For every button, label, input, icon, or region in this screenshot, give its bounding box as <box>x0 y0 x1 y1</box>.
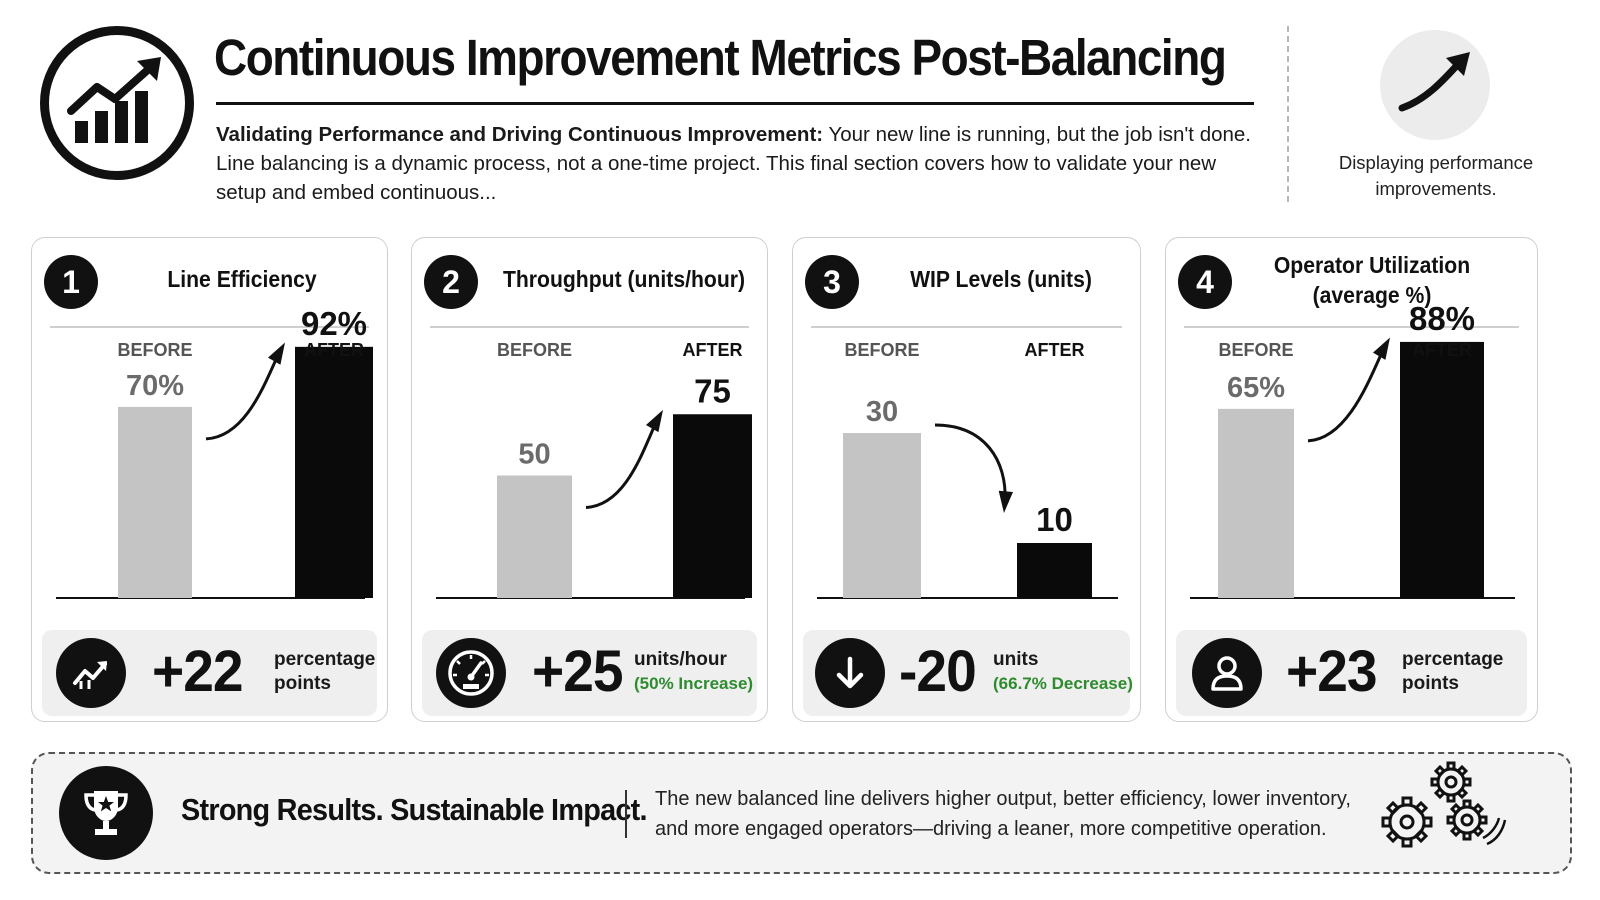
banner-headline: Strong Results. Sustainable Impact. <box>181 792 648 827</box>
bar-before <box>118 406 192 598</box>
metric-card-line-efficiency: 1 Line Efficiency BEFORE 70% AFTER 92% +22 … <box>31 237 388 722</box>
bar-after <box>1400 341 1484 598</box>
card-number-badge: 4 <box>1178 255 1232 309</box>
value-label-before: 30 <box>866 396 898 428</box>
card-divider <box>430 326 749 328</box>
arrow-down-icon <box>815 638 885 708</box>
user-icon <box>1192 638 1262 708</box>
trend-arrowhead <box>998 490 1013 513</box>
category-label-after: AFTER <box>1412 340 1472 360</box>
summary-change-label: (66.7% Decrease) <box>993 674 1133 693</box>
bar-after <box>295 346 373 598</box>
summary-unit-label: units/hour <box>634 649 727 670</box>
category-label-before: BEFORE <box>497 340 572 360</box>
trending-up-icon <box>56 638 126 708</box>
speedometer-icon <box>436 638 506 708</box>
card-title: Line Efficiency <box>167 266 317 292</box>
value-label-before: 50 <box>518 439 550 471</box>
trend-up-arrow <box>1307 347 1386 443</box>
card-divider <box>50 326 369 328</box>
metric-card-operator-utilization: 4 Operator Utilization (average %) BEFOR… <box>1165 237 1538 722</box>
growth-chart-icon <box>40 26 194 180</box>
bar-before <box>1218 408 1294 598</box>
intro-paragraph: Validating Performance and Driving Conti… <box>216 120 1256 207</box>
trend-arrowhead <box>645 409 663 433</box>
summary-value: +23 <box>1286 639 1378 704</box>
page-title: Continuous Improvement Metrics Post-Bala… <box>214 29 1227 86</box>
card-title: Operator Utilization (average %) <box>1273 252 1471 308</box>
card-title: WIP Levels (units) <box>910 266 1092 292</box>
metric-card-throughput: 2 Throughput (units/hour) BEFORE 50 AFTER 7… <box>411 237 768 722</box>
bar-after <box>673 414 752 598</box>
summary-unit-label: units <box>993 649 1039 670</box>
summary-panel: -20 units (66.7% Decrease) <box>803 630 1133 716</box>
bar-before <box>843 433 921 598</box>
summary-unit: units (66.7% Decrease) <box>993 648 1133 696</box>
category-label-after: AFTER <box>683 340 743 360</box>
bar-chart: BEFORE 65% AFTER 88% <box>1190 300 1515 599</box>
banner-text: The new balanced line delivers higher ou… <box>655 788 1351 840</box>
card-number-badge: 1 <box>44 255 98 309</box>
metric-card-wip-levels: 3 WIP Levels (units) BEFORE 30 AFTER 10 -20… <box>792 237 1141 722</box>
summary-value: +22 <box>152 639 244 704</box>
category-label-after: AFTER <box>1025 340 1085 360</box>
summary-value: +25 <box>532 639 624 704</box>
banner-divider <box>625 790 627 838</box>
trophy-icon <box>59 766 153 860</box>
card-divider <box>1184 326 1519 328</box>
card-title: Throughput (units/hour) <box>502 266 746 292</box>
summary-panel: +22 percentage points <box>42 630 377 716</box>
bar-before <box>497 475 572 598</box>
title-divider <box>216 102 1254 105</box>
results-banner: Strong Results. Sustainable Impact. The … <box>31 752 1572 874</box>
intro-heading: Validating Performance and Driving Conti… <box>216 123 824 146</box>
value-label-after: 75 <box>694 372 731 409</box>
value-label-after: 10 <box>1036 501 1073 538</box>
summary-panel: +23 percentage points <box>1176 630 1527 716</box>
header-divider <box>1287 26 1289 202</box>
intro-body: Your new line is running, but the job is… <box>216 123 1252 204</box>
trend-down-arrow <box>934 423 1007 502</box>
bar-chart: BEFORE 50 AFTER 75 <box>436 340 752 599</box>
bar-chart: BEFORE 30 AFTER 10 <box>817 340 1118 599</box>
category-label-after: AFTER <box>304 340 364 360</box>
card-number-badge: 3 <box>805 255 859 309</box>
summary-change-label: (50% Increase) <box>634 674 754 693</box>
summary-unit: percentage points <box>274 649 376 694</box>
summary-unit: units/hour (50% Increase) <box>634 648 764 696</box>
category-label-before: BEFORE <box>117 340 192 360</box>
trend-up-arrow <box>205 352 281 441</box>
bar-after <box>1017 543 1092 598</box>
category-label-before: BEFORE <box>844 340 919 360</box>
card-number-badge: 2 <box>424 255 478 309</box>
card-divider <box>811 326 1122 328</box>
summary-unit: percentage points <box>1402 649 1504 694</box>
summary-value: -20 <box>899 639 977 704</box>
trend-arrowhead <box>267 342 285 365</box>
value-label-before: 65% <box>1227 372 1285 404</box>
trend-up-arrow-icon <box>1380 30 1490 140</box>
value-label-after: 88% <box>1409 300 1475 337</box>
value-label-after: 92% <box>301 305 367 342</box>
summary-panel: +25 units/hour (50% Increase) <box>422 630 757 716</box>
category-label-before: BEFORE <box>1218 340 1293 360</box>
side-caption: Displaying performance improvements. <box>1338 152 1534 199</box>
value-label-before: 70% <box>126 370 184 402</box>
trend-arrowhead <box>1372 337 1390 360</box>
trend-up-arrow <box>585 419 659 509</box>
gears-icon <box>1351 760 1521 873</box>
